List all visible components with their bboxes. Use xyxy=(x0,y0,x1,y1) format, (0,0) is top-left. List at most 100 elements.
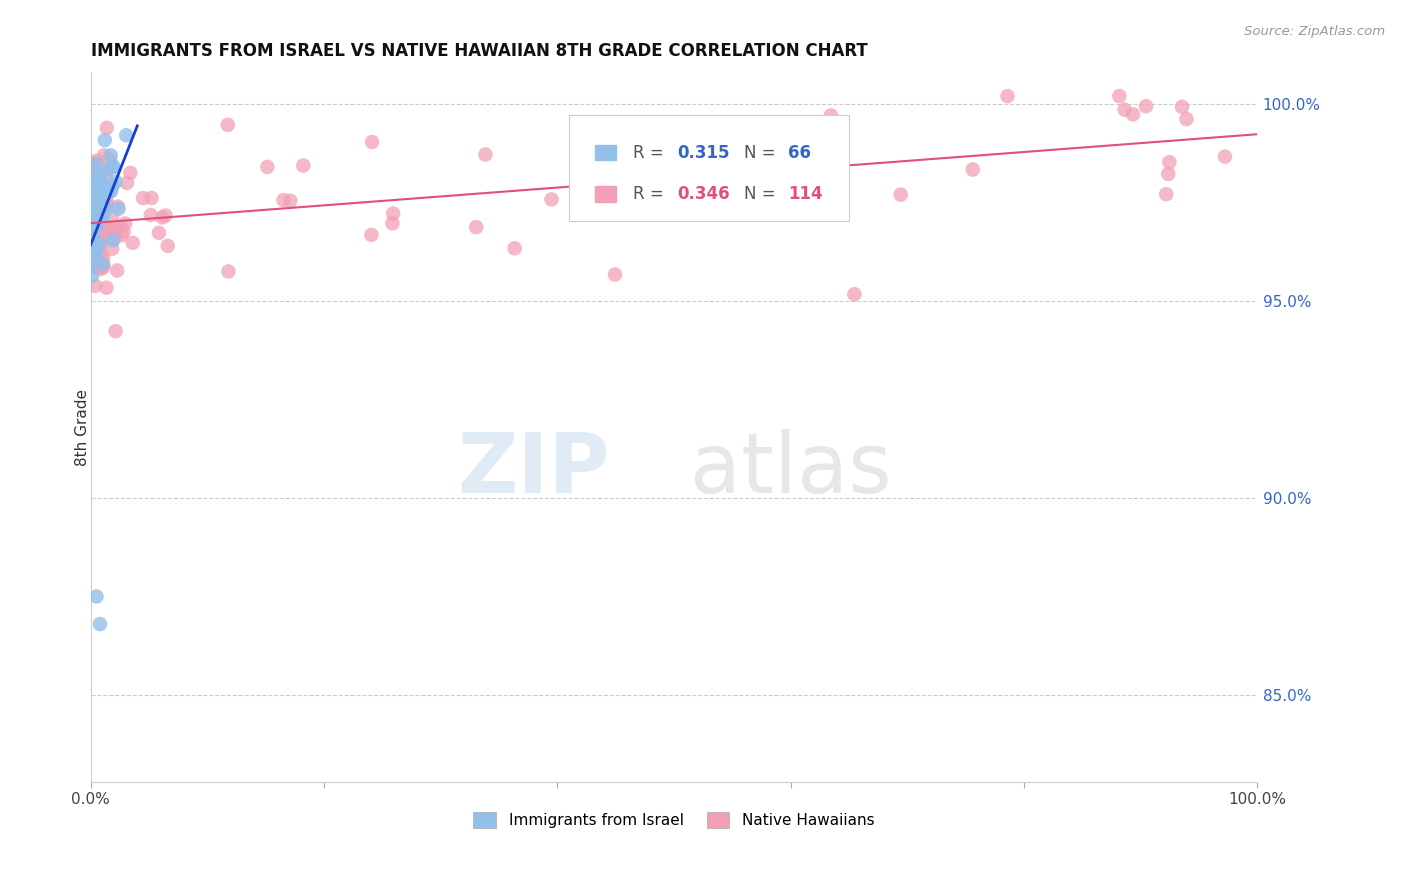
Point xyxy=(89,262,111,277)
Point xyxy=(82,192,104,206)
Point xyxy=(83,184,105,198)
Point xyxy=(84,174,107,188)
Point xyxy=(93,133,115,147)
Y-axis label: 8th Grade: 8th Grade xyxy=(75,389,90,466)
Point xyxy=(90,205,112,219)
Point xyxy=(280,194,302,208)
Point xyxy=(86,230,108,244)
Point xyxy=(114,217,136,231)
Point xyxy=(104,324,127,338)
Point xyxy=(100,148,122,162)
Point xyxy=(83,186,105,200)
Point xyxy=(101,242,124,256)
Point xyxy=(890,187,912,202)
Point xyxy=(84,244,107,258)
Point xyxy=(84,278,107,293)
Point xyxy=(83,252,105,267)
Point xyxy=(87,189,110,203)
Point xyxy=(115,176,138,190)
Text: Source: ZipAtlas.com: Source: ZipAtlas.com xyxy=(1244,25,1385,38)
Point xyxy=(87,187,110,202)
Point xyxy=(80,230,103,244)
Point xyxy=(84,170,107,185)
Point xyxy=(768,131,790,145)
Point xyxy=(86,219,108,233)
Point xyxy=(86,153,108,168)
Point xyxy=(94,194,117,208)
Point xyxy=(90,167,112,181)
Point xyxy=(84,160,107,174)
Point xyxy=(540,193,562,207)
Bar xyxy=(595,186,616,202)
Point xyxy=(80,217,103,231)
Point xyxy=(1114,103,1136,117)
Point xyxy=(103,160,125,174)
FancyBboxPatch shape xyxy=(569,115,849,221)
Point xyxy=(89,617,111,632)
Point xyxy=(91,260,114,275)
Point xyxy=(83,225,105,239)
Point xyxy=(83,235,105,249)
Point xyxy=(465,220,488,235)
Point xyxy=(83,232,105,246)
Point xyxy=(1154,187,1177,202)
Point xyxy=(84,242,107,256)
Point xyxy=(91,178,114,193)
Point xyxy=(744,140,766,154)
Point xyxy=(101,178,124,193)
Point xyxy=(605,206,627,220)
Point xyxy=(773,125,796,139)
Text: IMMIGRANTS FROM ISRAEL VS NATIVE HAWAIIAN 8TH GRADE CORRELATION CHART: IMMIGRANTS FROM ISRAEL VS NATIVE HAWAIIA… xyxy=(90,42,868,60)
Point xyxy=(820,108,842,122)
Point xyxy=(103,232,125,246)
Point xyxy=(80,180,103,194)
Text: atlas: atlas xyxy=(690,429,891,510)
Point xyxy=(87,201,110,215)
Point xyxy=(292,159,315,173)
Point xyxy=(801,178,824,192)
Point xyxy=(361,135,384,149)
Point xyxy=(82,159,104,173)
Point xyxy=(93,148,115,162)
Point xyxy=(86,260,108,275)
Text: 0.346: 0.346 xyxy=(678,186,730,203)
Point xyxy=(89,237,111,252)
Point xyxy=(100,184,122,198)
Point xyxy=(156,239,179,253)
Point xyxy=(1213,150,1236,164)
Point xyxy=(86,185,108,199)
Point xyxy=(997,89,1019,103)
Point xyxy=(256,160,278,174)
Point xyxy=(80,194,103,209)
Point xyxy=(745,192,768,206)
Point xyxy=(84,167,107,181)
Point xyxy=(84,244,107,258)
Point xyxy=(90,175,112,189)
Point xyxy=(80,269,103,284)
Bar xyxy=(595,145,616,160)
Point xyxy=(84,198,107,212)
Point xyxy=(82,256,104,270)
Point xyxy=(603,268,626,282)
Point xyxy=(96,120,118,135)
Point xyxy=(82,256,104,270)
Point xyxy=(86,590,108,604)
Point xyxy=(89,208,111,222)
Point xyxy=(80,218,103,232)
Point xyxy=(82,189,104,203)
Point xyxy=(84,245,107,260)
Point xyxy=(87,239,110,253)
Point xyxy=(141,191,163,205)
Text: 114: 114 xyxy=(789,186,823,203)
Point xyxy=(80,237,103,252)
Point xyxy=(120,166,142,180)
Point xyxy=(91,188,114,202)
Point xyxy=(91,250,114,264)
Point xyxy=(1157,167,1180,181)
Point xyxy=(93,258,115,272)
Point xyxy=(87,203,110,218)
Text: N =: N = xyxy=(744,144,780,162)
Point xyxy=(273,193,295,207)
Point xyxy=(217,264,239,278)
Point xyxy=(115,128,138,143)
